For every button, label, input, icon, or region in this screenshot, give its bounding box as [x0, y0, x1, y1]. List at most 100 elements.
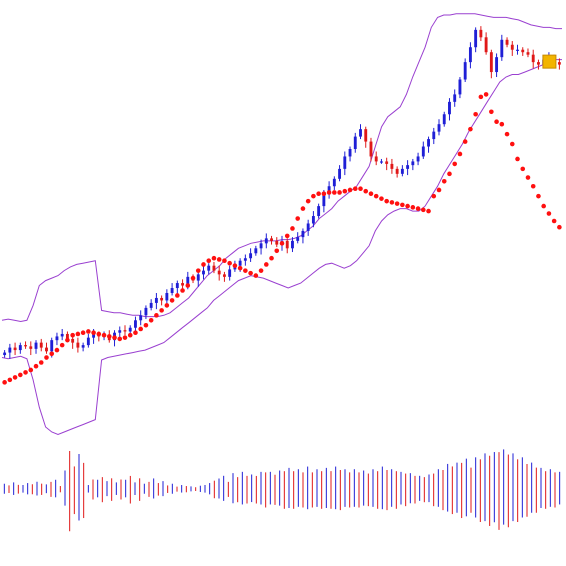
sar-dot: [159, 308, 164, 313]
sar-dot: [133, 330, 138, 336]
sar-dot: [352, 186, 358, 192]
candle-body: [139, 315, 143, 321]
sar-dot: [494, 119, 499, 125]
sar-dot: [290, 226, 295, 231]
sar-dot: [536, 193, 541, 199]
sar-dot: [311, 193, 316, 199]
candle-body: [353, 136, 357, 150]
candle-body: [406, 165, 410, 169]
candle-body: [463, 62, 467, 80]
candle-body: [442, 114, 446, 125]
sar-dot: [551, 218, 557, 224]
sar-dot: [96, 331, 102, 337]
candle-body: [275, 240, 279, 245]
candle-body: [249, 253, 253, 259]
sar-dot: [222, 258, 227, 264]
sar-dot: [389, 200, 395, 205]
sar-dot: [101, 332, 107, 338]
candle-body: [18, 345, 22, 351]
sar-dot: [384, 198, 389, 204]
sar-dot: [127, 332, 133, 338]
sar-dot: [462, 139, 468, 144]
sar-dot: [421, 207, 426, 213]
sar-dot: [7, 377, 13, 383]
candle-body: [489, 52, 493, 73]
sar-dot: [426, 208, 431, 214]
candle-body: [421, 146, 425, 157]
candle-body: [259, 243, 263, 249]
sar-dot: [143, 322, 149, 328]
candle-body: [222, 274, 226, 277]
sar-dot: [284, 233, 290, 239]
candle-body: [228, 269, 232, 277]
sar-dot: [557, 224, 562, 230]
candle-body: [65, 333, 69, 339]
sar-dot: [509, 141, 515, 147]
sar-dot: [363, 188, 369, 194]
sar-dot: [175, 293, 180, 298]
sar-dot: [12, 375, 18, 380]
sar-dot: [23, 370, 28, 375]
sar-dot: [473, 111, 478, 117]
parabolic-sar-dots: [2, 92, 562, 385]
sar-dot: [248, 270, 253, 276]
candle-body: [474, 29, 478, 48]
candle-body: [71, 338, 75, 343]
sar-dot: [232, 263, 238, 268]
candle-body: [34, 342, 38, 349]
candle-body: [55, 336, 59, 341]
sar-dot: [342, 188, 348, 194]
candle-body: [123, 330, 127, 332]
last-price-box: [542, 54, 557, 69]
sar-dot: [201, 262, 206, 267]
sar-dot: [28, 367, 34, 373]
sar-dot: [515, 156, 520, 162]
sar-dot: [483, 92, 489, 97]
candle-body: [411, 161, 415, 166]
candle-body: [448, 101, 451, 115]
sar-dot: [504, 131, 510, 137]
candle-body: [400, 168, 404, 174]
sar-dot: [206, 258, 212, 264]
sar-dot: [190, 275, 196, 281]
candle-body: [516, 49, 519, 51]
candle-body: [296, 237, 300, 241]
sar-dot: [279, 241, 285, 246]
sar-dot: [436, 187, 442, 193]
sar-dot: [489, 109, 494, 115]
candle-body: [60, 333, 64, 337]
candle-body: [154, 297, 158, 303]
sar-dot: [169, 298, 175, 303]
sar-dot: [468, 126, 473, 132]
candle-body: [238, 260, 242, 266]
candle-body: [526, 52, 530, 55]
sar-dot: [2, 380, 7, 385]
candle-body: [416, 156, 420, 162]
candle-body: [343, 156, 347, 169]
sar-dot: [431, 193, 437, 199]
sar-dot: [347, 187, 353, 193]
candle-body: [270, 238, 273, 241]
candle-body: [500, 39, 504, 58]
candle-body: [212, 265, 216, 271]
candle-body: [311, 216, 315, 224]
candle-body: [175, 283, 179, 289]
candle-body: [390, 163, 394, 169]
candle-body: [118, 330, 122, 333]
sar-dot: [410, 205, 416, 210]
sar-dot: [33, 363, 39, 369]
candle-body: [202, 270, 205, 275]
candle-body: [3, 352, 7, 356]
candle-body: [468, 47, 472, 63]
candle-body: [364, 129, 368, 142]
candle-body: [359, 129, 362, 137]
candle-body: [264, 238, 268, 244]
candle-body: [13, 347, 17, 351]
sar-dot: [216, 257, 222, 262]
sar-dot: [112, 335, 117, 340]
sar-dot: [269, 255, 274, 261]
candle-body: [479, 29, 483, 38]
sar-dot: [54, 347, 60, 353]
